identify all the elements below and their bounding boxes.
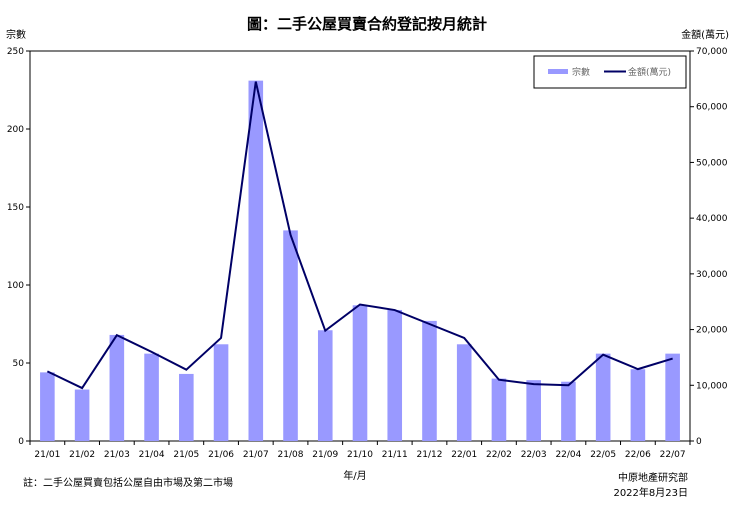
bar-22-02 [491, 378, 507, 441]
x-tick-label: 22/06 [625, 450, 651, 460]
x-tick-label: 22/02 [486, 450, 512, 460]
y2-axis-ticks: 0 10,000 20,000 30,000 40,000 50,000 60,000 70,… [690, 47, 728, 447]
x-tick-label: 21/09 [312, 450, 338, 460]
x-axis-label: 年/月 [343, 469, 366, 482]
x-tick-label: 21/04 [139, 450, 165, 460]
y-axis-ticks: 0 50 100 150 200 250 [7, 47, 30, 447]
x-tick-label: 21/01 [34, 450, 60, 460]
bar-21-04 [144, 353, 159, 441]
y2-tick-label: 40,000 [696, 214, 728, 224]
bar-22-03 [526, 380, 541, 441]
x-tick-label: 21/07 [243, 450, 269, 460]
y-axis-label: 宗數 [6, 28, 26, 41]
bar-21-03 [109, 334, 125, 441]
y2-tick-label: 0 [696, 437, 702, 447]
y-tick-label: 200 [7, 125, 24, 135]
bar-21-07 [248, 80, 264, 441]
x-tick-label: 22/04 [555, 450, 581, 460]
x-tick-label: 21/05 [173, 450, 199, 460]
bar-21-06 [213, 344, 229, 441]
legend-label-line: 金額(萬元) [628, 66, 671, 78]
x-tick-label: 21/12 [417, 450, 443, 460]
y2-tick-label: 50,000 [696, 158, 728, 168]
x-tick-label: 21/03 [104, 450, 130, 460]
y2-axis-label: 金額(萬元) [681, 28, 729, 41]
x-tick-label: 21/06 [208, 450, 234, 460]
bar-21-02 [74, 389, 90, 441]
x-tick-label: 22/05 [590, 450, 616, 460]
x-axis-ticks: 21/01 21/02 21/03 21/04 21/05 21/06 21/07 21/08… [29, 441, 691, 460]
bar-series [40, 80, 680, 441]
bar-21-01 [40, 372, 55, 441]
date-text: 2022年8月23日 [613, 486, 688, 499]
x-tick-label: 21/02 [69, 450, 95, 460]
bar-22-04 [561, 381, 576, 441]
bar-22-05 [595, 353, 611, 441]
y2-tick-label: 60,000 [696, 103, 728, 113]
x-tick-label: 22/03 [521, 450, 547, 460]
y2-tick-label: 70,000 [696, 47, 728, 57]
footnote: 註：二手公屋買賣包括公屋自由市場及第二市場 [23, 476, 233, 489]
x-tick-label: 22/01 [451, 450, 477, 460]
chart-title: 圖：二手公屋買賣合約登記按月統計 [247, 15, 487, 33]
bar-21-10 [352, 305, 368, 441]
x-tick-label: 21/10 [347, 450, 373, 460]
legend: 宗數 金額(萬元) [533, 55, 687, 89]
bar-22-07 [665, 353, 680, 441]
bar-21-09 [317, 330, 333, 441]
bar-21-12 [422, 320, 437, 441]
bar-21-08 [283, 230, 298, 441]
y-tick-label: 250 [7, 47, 24, 57]
y-tick-label: 100 [7, 281, 24, 291]
bar-22-01 [456, 344, 472, 441]
bar-21-11 [387, 309, 403, 441]
source-text: 中原地產研究部 [618, 471, 688, 484]
y2-tick-label: 30,000 [696, 270, 728, 280]
legend-swatch-bar [548, 69, 568, 74]
y2-tick-label: 10,000 [696, 381, 728, 391]
amount-line [46, 81, 673, 390]
y-tick-label: 50 [13, 359, 25, 369]
y-tick-label: 150 [7, 203, 24, 213]
bar-22-06 [630, 369, 646, 441]
x-tick-label: 21/08 [278, 450, 304, 460]
x-tick-label: 22/07 [660, 450, 686, 460]
x-tick-label: 21/11 [382, 450, 408, 460]
line-series-group [46, 81, 673, 390]
bar-21-05 [179, 373, 194, 441]
legend-label-bar: 宗數 [572, 66, 590, 78]
y-tick-label: 0 [18, 437, 24, 447]
y2-tick-label: 20,000 [696, 326, 728, 336]
